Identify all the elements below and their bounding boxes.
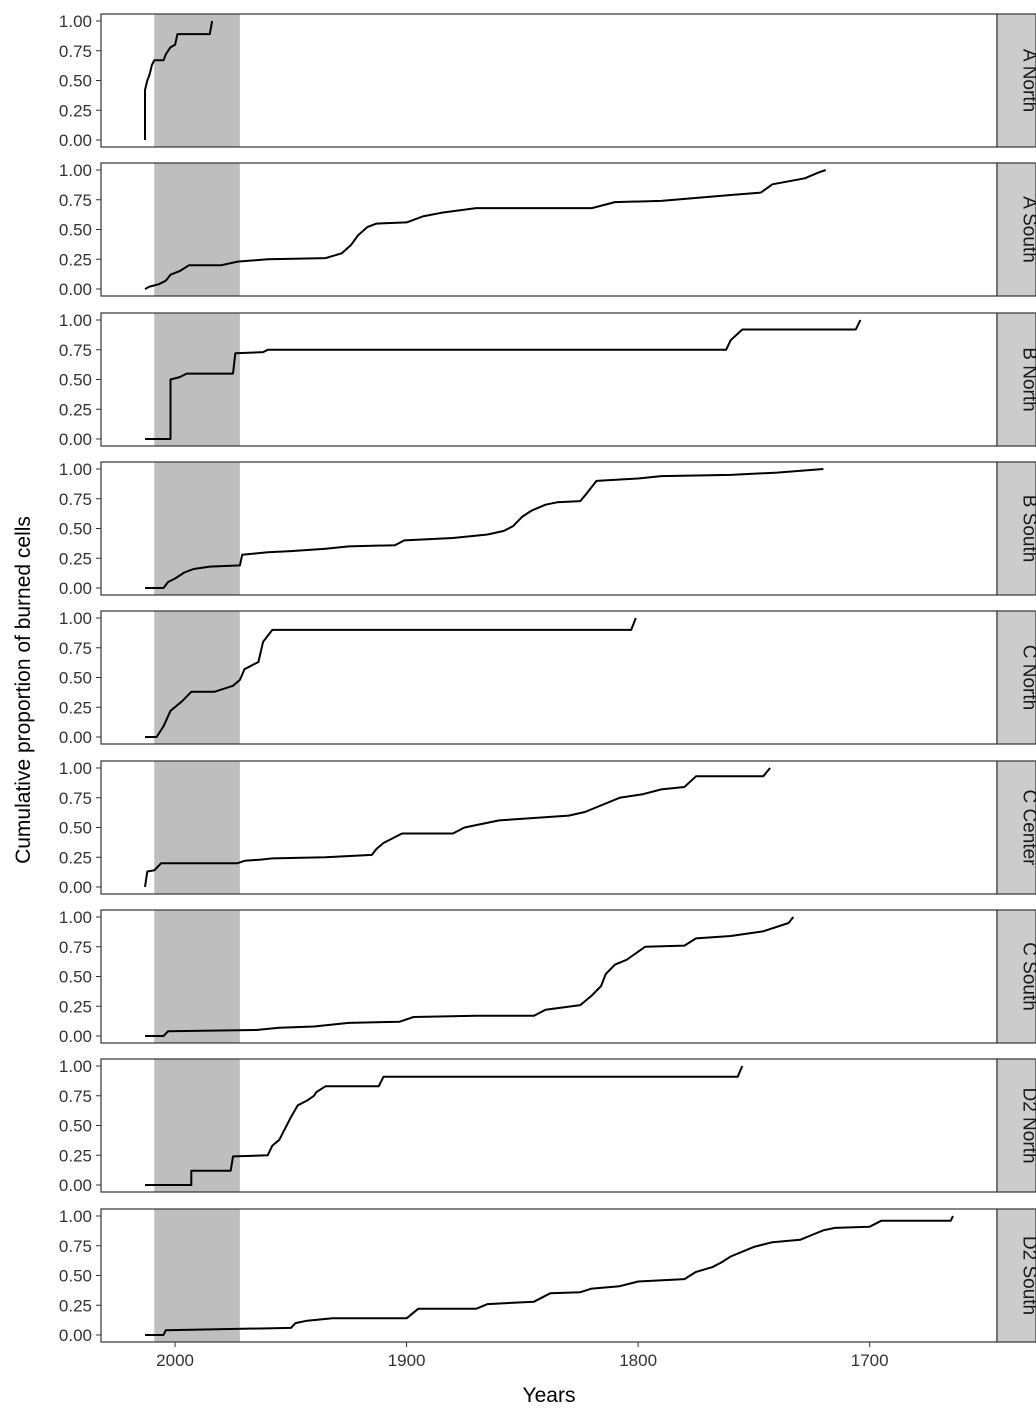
facet-strip	[996, 312, 1036, 447]
y-tick-label: 0.00	[59, 579, 92, 598]
facet-panel: D2 North 0.00 0.25 0.50 0.75 1.00	[59, 1057, 1036, 1195]
facet-strip	[996, 760, 1036, 895]
facet-panel: D2 South 0.00 0.25 0.50 0.75 1.00	[59, 1207, 1036, 1345]
y-tick-label: 0.50	[59, 669, 92, 688]
y-tick-label: 0.25	[59, 848, 92, 867]
y-tick-label: 1.00	[59, 1057, 92, 1076]
y-tick-label: 0.75	[59, 341, 92, 360]
y-tick-label: 0.25	[59, 1296, 92, 1315]
series-line	[145, 617, 637, 738]
y-tick-label: 1.00	[59, 311, 92, 330]
y-tick-label: 0.75	[59, 1087, 92, 1106]
facet-strip-label: C Center	[1019, 789, 1036, 866]
facet-strip	[996, 461, 1036, 596]
y-tick-label: 1.00	[59, 1207, 92, 1226]
shaded-period	[154, 611, 240, 744]
facet-strip	[996, 610, 1036, 745]
series-line	[145, 319, 862, 440]
y-tick-label: 0.00	[59, 131, 92, 150]
y-tick-label: 0.25	[59, 101, 92, 120]
series-line	[145, 916, 795, 1037]
facet-panel: A North 0.00 0.25 0.50 0.75 1.00	[59, 12, 1036, 150]
facet-strip-label: D2 North	[1019, 1087, 1036, 1163]
y-tick-label: 0.00	[59, 728, 92, 747]
facet-strip-label: A South	[1019, 196, 1036, 263]
y-tick-label: 1.00	[59, 609, 92, 628]
y-tick-label: 0.00	[59, 1326, 92, 1345]
y-tick-label: 1.00	[59, 759, 92, 778]
series-line	[144, 20, 214, 140]
x-tick-label: 1900	[388, 1351, 426, 1370]
facet-panel: A South 0.00 0.25 0.50 0.75 1.00	[59, 161, 1036, 299]
y-axis-title: Cumulative proportion of burned cells	[12, 516, 35, 864]
y-tick-label: 0.75	[59, 42, 92, 61]
facet-panel: C Center 0.00 0.25 0.50 0.75 1.00	[59, 759, 1036, 897]
shaded-period	[154, 761, 240, 894]
facet-strip	[996, 1058, 1036, 1193]
y-tick-label: 0.00	[59, 878, 92, 897]
facet-strip-label: A North	[1019, 49, 1036, 112]
y-tick-label: 1.00	[59, 161, 92, 180]
facet-strip-label: C North	[1019, 645, 1036, 710]
y-tick-label: 0.25	[59, 250, 92, 269]
y-tick-label: 0.25	[59, 698, 92, 717]
shaded-period	[154, 462, 240, 595]
shaded-period	[154, 1209, 240, 1342]
facet-panel: C North 0.00 0.25 0.50 0.75 1.00	[59, 609, 1036, 747]
y-tick-label: 0.50	[59, 520, 92, 539]
y-tick-label: 0.50	[59, 371, 92, 390]
facet-strip	[996, 1208, 1036, 1343]
y-tick-label: 0.75	[59, 191, 92, 210]
y-tick-label: 0.25	[59, 400, 92, 419]
x-axis: 2000 1900 1800 1700	[156, 1342, 889, 1370]
facet-strip	[996, 909, 1036, 1044]
facet-strip-label: B North	[1019, 347, 1036, 411]
facet-strip-label: C South	[1019, 942, 1036, 1011]
y-tick-label: 1.00	[59, 12, 92, 31]
y-tick-label: 0.75	[59, 1237, 92, 1256]
shaded-period	[154, 1059, 240, 1192]
y-tick-label: 0.50	[59, 72, 92, 91]
facet-panel: B South 0.00 0.25 0.50 0.75 1.00	[59, 460, 1036, 598]
shaded-period	[154, 14, 240, 147]
shaded-period	[154, 313, 240, 446]
y-tick-label: 0.75	[59, 938, 92, 957]
y-tick-label: 0.50	[59, 221, 92, 240]
facet-panel: B North 0.00 0.25 0.50 0.75 1.00	[59, 311, 1036, 449]
facet-strip	[996, 13, 1036, 148]
x-axis-title: Years	[523, 1384, 576, 1407]
x-tick-label: 1700	[851, 1351, 889, 1370]
facet-strip	[996, 162, 1036, 297]
y-tick-label: 0.75	[59, 490, 92, 509]
x-tick-label: 1800	[619, 1351, 657, 1370]
y-tick-label: 0.25	[59, 997, 92, 1016]
series-line	[144, 169, 827, 290]
facet-strip-label: B South	[1019, 495, 1036, 563]
y-tick-label: 1.00	[59, 460, 92, 479]
series-line	[145, 1065, 744, 1186]
shaded-period	[154, 910, 240, 1043]
facet-panel: C South 0.00 0.25 0.50 0.75 1.00	[59, 908, 1036, 1046]
y-tick-label: 0.00	[59, 430, 92, 449]
y-tick-label: 1.00	[59, 908, 92, 927]
y-tick-label: 0.50	[59, 819, 92, 838]
y-tick-label: 0.50	[59, 1117, 92, 1136]
series-line	[145, 1215, 954, 1336]
series-line	[144, 767, 771, 888]
y-tick-label: 0.50	[59, 1267, 92, 1286]
series-line	[145, 468, 824, 589]
y-tick-label: 0.00	[59, 280, 92, 299]
y-tick-label: 0.75	[59, 789, 92, 808]
y-tick-label: 0.00	[59, 1176, 92, 1195]
shaded-period	[154, 163, 240, 296]
y-tick-label: 0.25	[59, 549, 92, 568]
y-tick-label: 0.75	[59, 639, 92, 658]
y-tick-label: 0.00	[59, 1027, 92, 1046]
panels-layer: A North 0.00 0.25 0.50 0.75 1.00 A South 0.00 0.…	[59, 12, 1036, 1345]
y-tick-label: 0.50	[59, 968, 92, 987]
x-tick-label: 2000	[156, 1351, 194, 1370]
y-tick-label: 0.25	[59, 1146, 92, 1165]
facet-strip-label: D2 South	[1019, 1236, 1036, 1315]
